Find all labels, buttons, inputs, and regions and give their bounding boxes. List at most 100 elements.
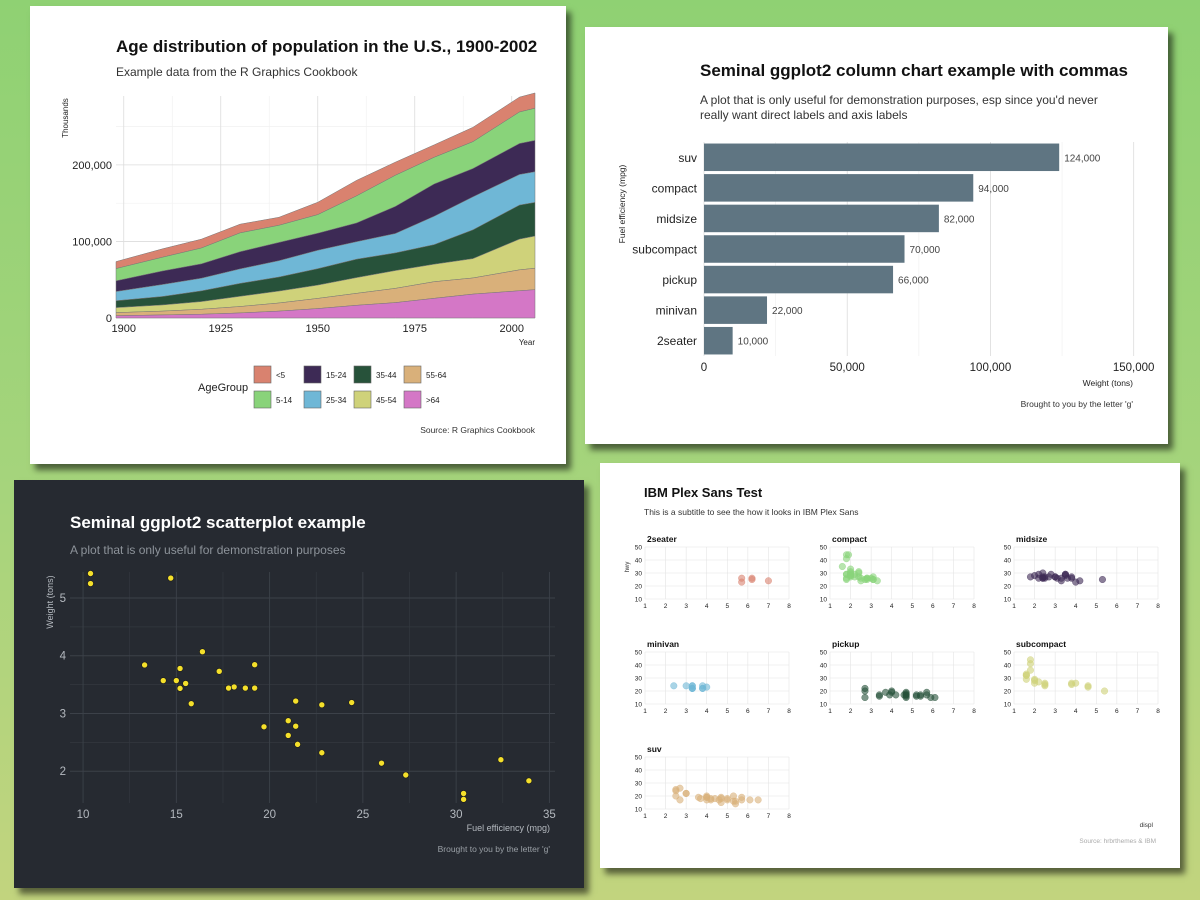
scatter-point xyxy=(173,677,180,684)
y-tick-label: 10 xyxy=(635,702,643,709)
x-tick-label: 7 xyxy=(1136,603,1140,610)
x-tick-label: 2 xyxy=(1033,708,1037,715)
facet-point xyxy=(1098,575,1106,583)
y-tick-label: 50 xyxy=(1004,545,1012,552)
legend-swatch xyxy=(353,365,372,384)
area-series-8 xyxy=(115,289,536,319)
scatter-point xyxy=(225,684,232,692)
category-label: pickup xyxy=(662,273,697,287)
y-tick-label: 50 xyxy=(635,650,643,657)
scatter-point xyxy=(87,570,94,577)
facet-point xyxy=(1022,675,1030,683)
x-tick-label: 1 xyxy=(828,708,832,715)
x-tick-label: 2 xyxy=(664,708,668,715)
facet-strip-label: pickup xyxy=(832,639,859,649)
scatter-point xyxy=(230,683,238,691)
x-axis-label: Fuel efficiency (mpg) xyxy=(467,823,550,833)
category-label: subcompact xyxy=(632,243,697,257)
x-tick-label: 6 xyxy=(746,813,750,820)
facet-point xyxy=(1026,666,1034,674)
card-facet-chart: IBM Plex Sans Test This is a subtitle to… xyxy=(600,463,1180,868)
scatter-point xyxy=(199,648,206,655)
legend-label: <5 xyxy=(276,371,286,380)
x-tick-label: 1 xyxy=(643,603,647,610)
facet-point xyxy=(672,786,680,794)
legend-label: >64 xyxy=(426,396,440,405)
y-tick-label: 20 xyxy=(820,689,828,696)
y-tick-label: 3 xyxy=(60,708,66,720)
facet-point xyxy=(682,789,690,797)
value-label: 10,000 xyxy=(738,337,769,348)
scatter-point xyxy=(251,661,258,668)
x-tick-label: 10 xyxy=(77,809,90,821)
bar-minivan xyxy=(704,296,768,324)
scatter-point xyxy=(159,677,167,684)
facet-point xyxy=(1076,577,1084,585)
legend-swatch xyxy=(253,365,272,384)
facet-strip-label: compact xyxy=(832,534,867,544)
facet-point xyxy=(707,795,715,803)
value-label: 66,000 xyxy=(898,276,929,287)
facet-point xyxy=(676,796,684,804)
scatter-point xyxy=(378,759,385,767)
bar-2seater xyxy=(704,326,733,355)
y-tick-label: 10 xyxy=(635,597,643,604)
legend-label: 25-34 xyxy=(326,396,347,405)
facet-point xyxy=(1026,660,1034,668)
y-tick-label: 30 xyxy=(820,676,828,683)
y-tick-label: 50 xyxy=(635,545,643,552)
x-tick-label: 100,000 xyxy=(970,362,1012,374)
facet-point xyxy=(732,800,740,808)
scatter-chart-subtitle: A plot that is only useful for demonstra… xyxy=(70,543,346,557)
y-tick-label: 5 xyxy=(60,593,66,605)
facet-point xyxy=(847,565,855,573)
facet-chart-ylabel: hwy xyxy=(625,562,631,573)
x-tick-label: 4 xyxy=(1074,708,1078,715)
facet-chart-subtitle: This is a subtitle to see the how it loo… xyxy=(644,507,859,517)
x-tick-label: 8 xyxy=(1156,603,1160,610)
facet-panel-midsize: midsize 1 2 3 4 5 6 7 8 10 20 30 40 50 xyxy=(1004,534,1160,610)
facet-point xyxy=(861,693,869,701)
facet-point xyxy=(861,684,869,692)
scatter-point xyxy=(292,722,300,730)
x-tick-label: 7 xyxy=(767,603,771,610)
x-tick-label: 8 xyxy=(972,708,976,715)
y-tick-label: 40 xyxy=(635,768,643,775)
x-tick-label: 1975 xyxy=(402,323,426,335)
scatter-point xyxy=(182,680,189,687)
facet-point xyxy=(875,692,883,700)
x-tick-label: 7 xyxy=(952,708,956,715)
scatter-point xyxy=(176,685,184,692)
legend-label: 55-64 xyxy=(426,371,447,380)
facet-point xyxy=(838,562,846,570)
x-tick-label: 2 xyxy=(664,603,668,610)
y-tick-label: 2 xyxy=(60,766,66,778)
x-tick-label: 3 xyxy=(684,813,688,820)
facet-point xyxy=(746,796,754,804)
scatter-point xyxy=(292,697,300,705)
legend-title: AgeGroup xyxy=(198,382,248,394)
y-tick-label: 10 xyxy=(1004,702,1012,709)
scatter-point xyxy=(460,796,467,803)
facet-point xyxy=(845,551,853,559)
bar-subcompact xyxy=(704,235,905,263)
y-tick-label: 30 xyxy=(1004,676,1012,683)
y-tick-label: 50 xyxy=(1004,650,1012,657)
x-tick-label: 7 xyxy=(767,708,771,715)
facet-panel-suv: suv 1 2 3 4 5 6 7 8 10 20 30 40 50 xyxy=(635,744,791,820)
y-tick-label: 20 xyxy=(1004,689,1012,696)
category-label: compact xyxy=(652,181,698,195)
category-label: minivan xyxy=(656,304,697,318)
x-axis-label: Year xyxy=(519,338,536,347)
facet-panel-compact: compact 1 2 3 4 5 6 7 8 10 20 30 40 50 xyxy=(820,534,976,610)
facet-point xyxy=(1101,687,1109,695)
facet-point xyxy=(1051,573,1059,581)
facet-chart-caption: Source: hrbrthemes & IBM xyxy=(1079,838,1156,845)
legend-label: 15-24 xyxy=(326,371,347,380)
facet-point xyxy=(917,692,925,700)
y-tick-label: 50 xyxy=(635,755,643,762)
x-tick-label: 2 xyxy=(849,708,853,715)
y-tick-label: 30 xyxy=(820,571,828,578)
facet-point xyxy=(738,793,746,801)
x-tick-label: 30 xyxy=(450,809,463,821)
